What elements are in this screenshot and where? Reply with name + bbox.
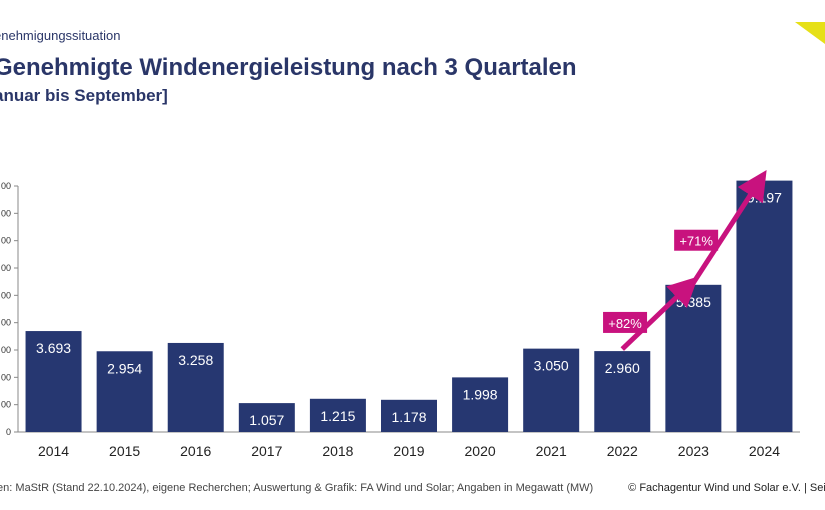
y-tick-label: 00 [1,318,11,328]
x-tick-label: 2024 [749,443,780,459]
bar-value-label: 1.057 [249,412,284,428]
bar [381,399,437,432]
bar-value-label: 2.960 [605,360,640,376]
bar-value-label: 1.178 [391,409,426,425]
growth-arrow [691,170,767,285]
y-tick-label: 00 [1,236,11,246]
bar [238,403,295,432]
x-tick-label: 2023 [678,443,709,459]
y-tick-label: 00 [1,263,11,273]
bar [167,342,224,432]
x-tick-label: 2016 [180,443,211,459]
x-tick-label: 2015 [109,443,140,459]
growth-label-box [674,229,719,251]
y-tick-label: 0 [6,427,11,437]
bar [665,284,722,432]
y-tick-label: 00 [1,345,11,355]
y-tick-label: 00 [1,372,11,382]
x-tick-label: 2018 [322,443,353,459]
x-tick-label: 2014 [38,443,69,459]
bar-value-label: 2.954 [107,360,142,376]
growth-arrow [620,276,699,351]
bar [25,331,82,432]
bar-value-label: 1.998 [463,386,498,402]
bar-chart: 00000000000000000003.69320142.95420153.2… [1,170,800,459]
bar [594,351,651,432]
bar-value-label: 3.693 [36,340,71,356]
bar [96,351,153,432]
growth-label-box [603,311,648,333]
source-note: ten: MaStR (Stand 22.10.2024), eigene Re… [0,482,594,494]
chart-title: Genehmigte Windenergieleistung nach 3 Qu… [0,54,577,81]
x-tick-label: 2021 [536,443,567,459]
bar [523,348,580,432]
x-tick-label: 2017 [251,443,282,459]
copyright-note: © Fachagentur Wind und Solar e.V. | Seit… [628,482,825,494]
x-tick-label: 2022 [607,443,638,459]
section-label: enehmigungssituation [0,28,121,43]
bar-value-label: 3.258 [178,352,213,368]
bar [452,377,509,432]
y-tick-label: 00 [1,181,11,191]
y-tick-label: 00 [1,208,11,218]
y-tick-label: 00 [1,400,11,410]
x-tick-label: 2019 [393,443,424,459]
x-tick-label: 2020 [465,443,496,459]
growth-label: +71% [679,234,713,249]
bar-value-label: 1.215 [320,408,355,424]
growth-label: +82% [608,316,642,331]
bar-value-label: 3.050 [534,358,569,374]
bar [309,398,366,432]
bar [736,180,793,432]
chart-subtitle: anuar bis September] [0,86,168,105]
y-tick-label: 00 [1,290,11,300]
corner-accent-triangle [795,22,825,44]
